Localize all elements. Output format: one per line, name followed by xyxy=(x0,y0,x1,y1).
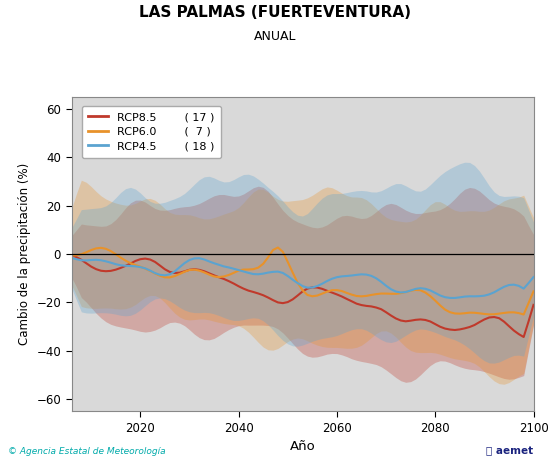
Text: LAS PALMAS (FUERTEVENTURA): LAS PALMAS (FUERTEVENTURA) xyxy=(139,5,411,19)
Text: ⭐ aemet: ⭐ aemet xyxy=(486,446,534,456)
Text: ANUAL: ANUAL xyxy=(254,30,296,43)
Legend: RCP8.5        ( 17 ), RCP6.0        (  7 ), RCP4.5        ( 18 ): RCP8.5 ( 17 ), RCP6.0 ( 7 ), RCP4.5 ( 18… xyxy=(82,106,221,158)
X-axis label: Año: Año xyxy=(290,440,315,453)
Text: © Agencia Estatal de Meteorología: © Agencia Estatal de Meteorología xyxy=(8,448,166,456)
Y-axis label: Cambio de la precipitación (%): Cambio de la precipitación (%) xyxy=(18,163,31,345)
